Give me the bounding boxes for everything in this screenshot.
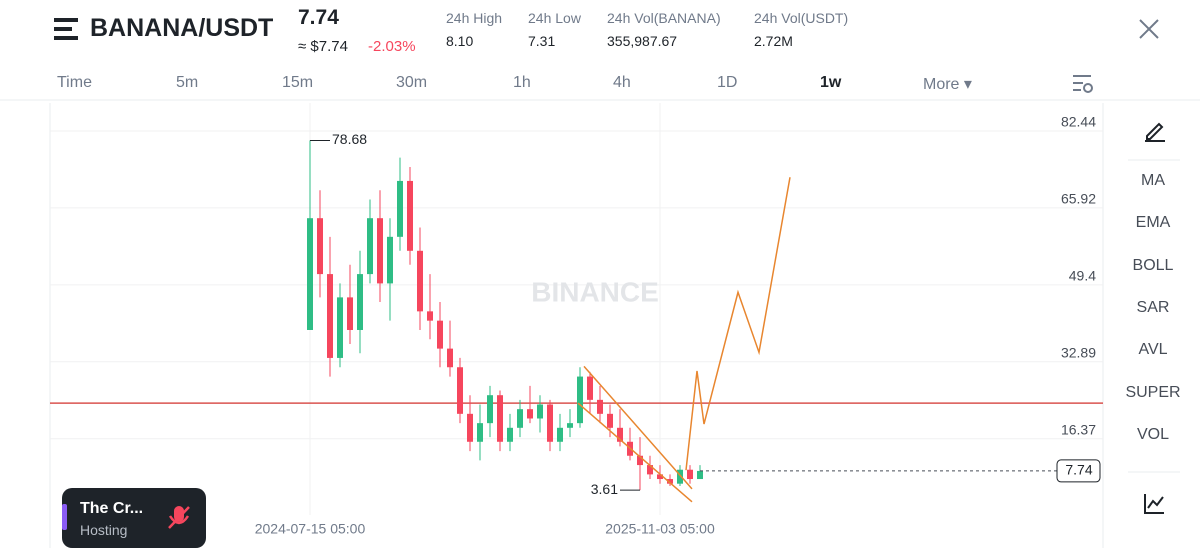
stat-value: 8.10	[446, 33, 474, 49]
timeframe-tab[interactable]: 5m	[176, 74, 199, 91]
y-tick-label: 32.89	[1061, 344, 1096, 360]
candle-body	[327, 274, 333, 358]
candle-body	[497, 395, 503, 442]
candle-body	[597, 399, 603, 414]
last-price-box	[1056, 459, 1101, 483]
candle-body	[427, 311, 433, 321]
candle-body	[607, 413, 613, 428]
candle-body	[367, 218, 373, 275]
candle-body	[447, 348, 453, 368]
low-label: 3.61	[591, 481, 618, 497]
candle-body	[387, 236, 393, 284]
timeframe-tab[interactable]: 1h	[513, 74, 531, 91]
channel-line	[583, 365, 693, 490]
timeframe-tab[interactable]: 15m	[282, 74, 314, 91]
candle-body	[667, 479, 673, 484]
x-tick-label: 2025-11-03 05:00	[605, 521, 715, 537]
indicator[interactable]: SUPER	[1125, 383, 1181, 401]
y-tick-label: 82.44	[1061, 114, 1096, 130]
candle-body	[677, 469, 683, 484]
candle-body	[457, 367, 463, 414]
pair: BANANA/USDT	[90, 14, 274, 42]
candle-body	[587, 376, 593, 400]
overlay-accent	[62, 504, 67, 530]
timeframe-tab[interactable]: 4h	[613, 74, 631, 91]
dropdown-arrow: ▾	[959, 76, 972, 93]
candle-body	[487, 395, 493, 424]
close-button[interactable]	[1138, 18, 1160, 40]
stat-value: 2.72M	[754, 33, 793, 49]
candle-body	[567, 423, 573, 428]
stat-value: 7.31	[528, 33, 556, 49]
candle-body	[347, 297, 353, 330]
indicator[interactable]: MA	[1141, 172, 1165, 189]
candle-body	[687, 469, 693, 480]
watermark: BINANCE	[531, 276, 659, 307]
timeframe-tab[interactable]: 1D	[717, 74, 738, 91]
candle-body	[527, 409, 533, 419]
indicator[interactable]: AVL	[1138, 341, 1168, 359]
indicator[interactable]: SAR	[1136, 298, 1170, 316]
candle-body	[557, 427, 563, 442]
draw-tool[interactable]	[1143, 118, 1167, 142]
y-tick-label: 49.4	[1069, 268, 1096, 284]
candle-body	[657, 474, 663, 480]
candle-body	[377, 218, 383, 284]
indicator[interactable]: VOL	[1136, 425, 1169, 443]
price-usd: ≈ $7.74	[298, 38, 348, 55]
stat-label: 24h Vol(USDT)	[754, 10, 849, 26]
candle-body	[407, 180, 413, 251]
indicator[interactable]: EMA	[1135, 214, 1171, 232]
stat-label: 24h Vol(BANANA)	[607, 10, 721, 26]
stat-label: 24h Low	[528, 10, 581, 26]
chart-tool[interactable]	[1142, 492, 1166, 516]
stat-label: 24h High	[446, 10, 503, 26]
projection-line	[685, 177, 791, 471]
change: -2.03%	[368, 38, 416, 55]
candle-body	[507, 427, 513, 442]
x-tick-label: 2024-07-15 05:00	[255, 521, 366, 537]
candle-body	[397, 180, 403, 237]
stat-value: 355,987.67	[607, 33, 678, 49]
candle-body	[437, 320, 443, 349]
candle-body	[337, 297, 343, 358]
candle-body	[317, 218, 323, 275]
candle-body	[617, 427, 623, 442]
high-label: 78.68	[332, 131, 367, 147]
settings-icon[interactable]	[1071, 72, 1095, 94]
indicator[interactable]: BOLL	[1132, 256, 1174, 274]
mute-icon[interactable]	[166, 504, 192, 532]
candle-body	[577, 376, 583, 424]
timeframe-tab[interactable]: More ▾	[923, 76, 972, 93]
candle-body	[307, 218, 313, 330]
candle-body	[467, 413, 473, 442]
timeframe-tab[interactable]: 1w	[820, 74, 842, 91]
candle-body	[647, 465, 653, 475]
candle-body	[517, 409, 523, 428]
candle-body	[697, 470, 703, 480]
candle-body	[357, 274, 363, 330]
candle-body	[537, 404, 543, 419]
timeframe-tab[interactable]: Time	[57, 74, 92, 91]
candle-body	[637, 455, 643, 466]
candle-body	[417, 250, 423, 312]
price: 7.74	[298, 6, 339, 29]
timeframe-tab[interactable]: 30m	[396, 74, 428, 91]
overlay-title: The Cr...	[80, 500, 144, 517]
y-tick-label: 65.92	[1061, 191, 1096, 207]
last-price-label: 7.74	[1065, 462, 1092, 478]
candle-body	[477, 423, 483, 442]
y-tick-label: 16.37	[1061, 421, 1096, 437]
channel-line	[577, 402, 693, 503]
menu-icon[interactable]	[54, 18, 80, 40]
live-overlay[interactable]: The Cr... Hosting	[62, 488, 206, 548]
overlay-subtitle: Hosting	[80, 522, 128, 538]
candle-body	[547, 404, 553, 442]
